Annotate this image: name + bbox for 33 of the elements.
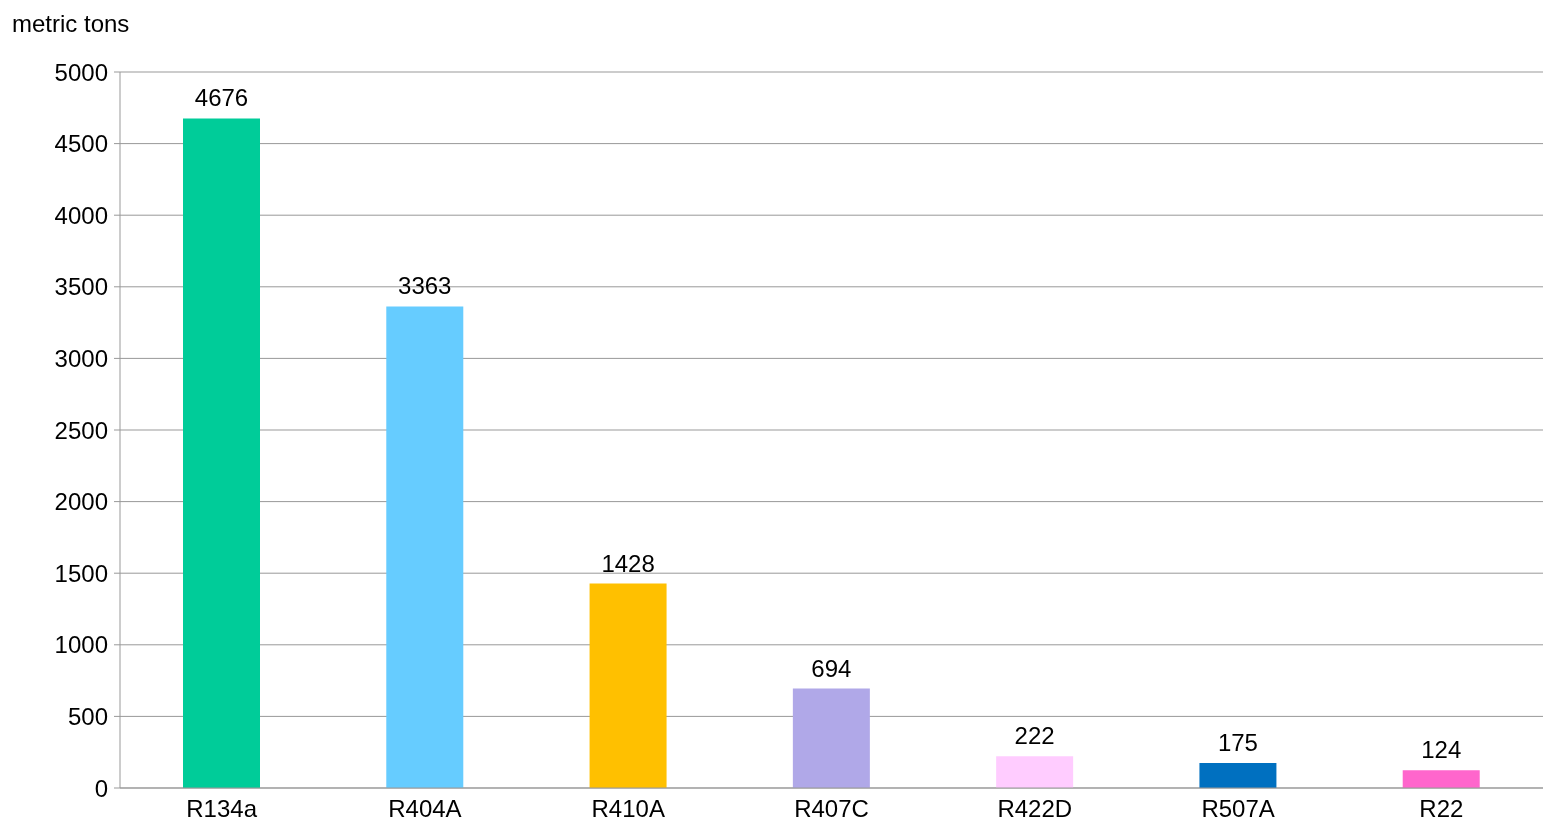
data-label: 124 [1421,736,1462,764]
data-label: 175 [1217,728,1258,756]
y-tick-label: 3000 [54,344,108,372]
y-tick-label: 2000 [54,488,108,516]
data-label: 3363 [398,272,452,300]
x-tick-label: R134a [186,795,258,823]
bar [386,306,464,788]
data-label: 1428 [601,549,655,577]
y-tick-label: 5000 [54,58,108,86]
data-label: 4676 [194,84,249,112]
bar [996,756,1074,788]
y-tick-label: 2500 [54,416,108,444]
bar [792,688,870,788]
y-tick-label: 3500 [54,273,108,301]
bar [589,583,667,788]
x-tick-label: R407C [794,795,869,823]
y-tick-label: 4000 [54,201,108,229]
data-label: 694 [811,654,852,682]
y-axis-title: metric tons [12,10,130,38]
y-tick-label: 500 [67,702,108,730]
x-tick-label: R404A [388,795,462,823]
x-tick-label: R507A [1201,795,1275,823]
bar [1402,770,1480,788]
bar [1199,762,1277,788]
y-tick-label: 0 [94,774,108,802]
x-tick-label: R422D [997,795,1073,823]
y-tick-label: 1500 [54,559,108,587]
x-tick-label: R22 [1419,795,1464,823]
data-label: 222 [1014,722,1055,750]
y-tick-label: 1000 [54,631,108,659]
y-tick-label: 4500 [54,130,108,158]
bar [183,118,260,788]
x-tick-label: R410A [591,795,665,823]
